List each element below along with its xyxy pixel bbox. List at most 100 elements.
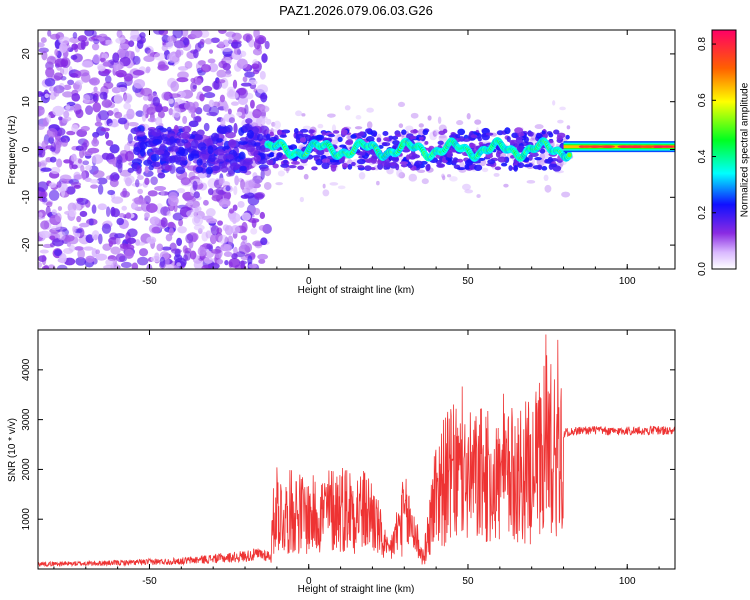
spectrogram-cell	[69, 73, 79, 78]
spectrogram-cell	[273, 120, 282, 129]
spectrogram-cell	[51, 209, 57, 216]
spectrogram-xtick-label: 0	[306, 276, 312, 287]
spectrogram-cell	[280, 163, 290, 168]
spectrogram-cell	[91, 230, 100, 241]
spectrogram-cell	[44, 77, 56, 87]
spectrogram-cell	[228, 257, 241, 268]
spectrogram-cell	[473, 164, 483, 171]
spectrogram-cell	[487, 159, 496, 165]
spectrogram-cell	[199, 93, 205, 102]
spectrogram-cell	[235, 251, 246, 258]
spectrogram-cell	[71, 43, 78, 50]
spectrogram-cell	[112, 52, 120, 63]
spectrogram-cell	[99, 91, 108, 100]
spectrogram-cell	[252, 108, 262, 119]
spectrogram-cell	[248, 263, 258, 269]
spectrogram-cell	[229, 212, 241, 223]
spectrogram-cell	[58, 253, 67, 264]
spectrogram-cell	[102, 61, 111, 67]
spectrogram-cell	[49, 33, 61, 40]
spectrogram-cell	[182, 125, 192, 134]
spectrogram-cell	[210, 37, 220, 44]
spectrogram-cell	[365, 128, 371, 134]
spectrogram-cell	[63, 84, 72, 91]
spectrogram-cell	[269, 136, 278, 142]
spectrogram-cell	[508, 165, 513, 171]
spectrogram-cell	[233, 47, 241, 55]
spectrogram-cell	[202, 162, 208, 168]
snr-ylabel: SNR (10 * v/v)	[7, 418, 18, 482]
spectrogram-cell	[247, 255, 253, 267]
spectrogram-cell	[65, 104, 71, 111]
spectrogram-cell	[119, 243, 129, 249]
spectrogram-cell	[253, 30, 260, 39]
spectrogram-cell	[376, 137, 382, 143]
spectrogram-xtick-label: 50	[462, 276, 474, 287]
spectrogram-cell	[236, 58, 248, 69]
spectrogram-cell	[72, 31, 78, 39]
spectrogram-cell	[39, 160, 48, 166]
spectrogram-cell	[104, 39, 113, 45]
spectrogram-cell	[80, 39, 86, 50]
spectrogram-cell	[160, 217, 168, 228]
spectrogram-cell	[55, 212, 62, 223]
spectrogram-cell	[45, 205, 51, 216]
spectrogram-cell	[135, 131, 146, 137]
spectrogram-cell	[253, 193, 265, 200]
spectrogram-cell	[220, 73, 232, 78]
spectrogram-cell	[604, 145, 613, 148]
spectrogram-cell	[329, 139, 339, 145]
spectrogram-cell	[223, 103, 229, 112]
spectrogram-cell	[258, 224, 267, 231]
spectrogram-cell	[195, 78, 202, 86]
spectrogram-cell	[75, 80, 84, 85]
spectrogram-cell	[75, 256, 87, 266]
spectrogram-cell	[422, 129, 429, 136]
spectrogram-cell	[463, 134, 469, 139]
spectrogram-cell	[76, 215, 82, 223]
spectrogram-cell	[49, 235, 56, 240]
spectrogram-cell	[194, 134, 204, 141]
spectrogram-cell	[181, 30, 189, 38]
spectrogram-cell	[41, 196, 48, 203]
spectrogram-cell	[501, 162, 508, 167]
spectrogram-cell	[38, 181, 49, 192]
spectrogram-cell	[107, 189, 116, 196]
spectrogram-cell	[332, 130, 340, 134]
spectrogram-cell	[157, 111, 165, 119]
spectrogram-cell	[531, 157, 536, 165]
spectrogram-cell	[77, 35, 88, 42]
spectrogram-cell	[534, 156, 542, 161]
spectrogram-cell	[57, 206, 63, 211]
spectrogram-cell	[161, 91, 171, 101]
spectrogram-cell	[567, 152, 572, 158]
spectrogram-cell	[197, 142, 207, 151]
spectrogram-cell	[264, 40, 270, 50]
spectrogram-cell	[93, 86, 98, 93]
spectrogram-cell	[228, 139, 237, 148]
spectrogram-cell	[541, 166, 548, 171]
spectrogram-cell	[40, 190, 48, 199]
spectrogram-cell	[168, 93, 181, 98]
spectrogram-cell	[230, 41, 242, 49]
snr-ytick-label: 4000	[21, 358, 32, 381]
spectrogram-cell	[301, 113, 306, 117]
spectrogram-cell	[476, 194, 481, 198]
spectrogram-cell	[228, 117, 236, 124]
spectrogram-cell	[370, 130, 378, 137]
spectrogram-cell	[159, 153, 167, 162]
spectrogram-cell	[197, 246, 207, 257]
spectrogram-cell	[449, 134, 455, 139]
spectrogram-cell	[337, 185, 346, 190]
spectrogram-cell	[144, 212, 150, 219]
spectrogram-cell	[194, 205, 202, 213]
spectrogram-cell	[366, 107, 374, 113]
spectrogram-cell	[227, 108, 232, 115]
spectrogram-cell	[91, 154, 104, 165]
spectrogram-cell	[108, 240, 114, 247]
spectrogram-cell	[513, 165, 518, 172]
spectrogram-cell	[71, 153, 77, 162]
spectrogram-cell	[208, 49, 214, 54]
spectrogram-cell	[184, 101, 196, 111]
spectrogram-cell	[240, 194, 250, 199]
